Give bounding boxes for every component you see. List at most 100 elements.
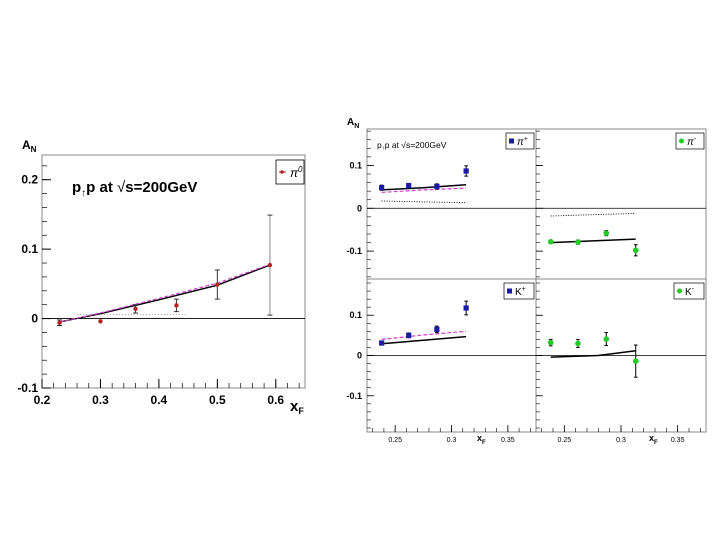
panel-pi-minus: π-: [536, 130, 706, 278]
left-y-tick-label: 0.1: [21, 242, 38, 256]
left-data-point: [267, 262, 273, 268]
left-data-point: [174, 303, 179, 308]
panel-legend-marker: [679, 138, 684, 144]
left-title-sqrt: √: [117, 179, 126, 196]
left-data-point: [133, 306, 138, 312]
left-curve-dashed: [59, 263, 271, 323]
left-legend-symbol: π: [290, 166, 299, 180]
panel-data-point: [575, 239, 581, 245]
panel-legend-marker: [507, 288, 512, 294]
right-x-axis-label-left: xF: [477, 433, 486, 446]
panel-x-tick-label: 0.35: [501, 437, 515, 444]
panel-data-point: [463, 305, 469, 311]
panel-data-point: [632, 358, 639, 364]
panel-curve-dotted: [381, 200, 467, 204]
right-x-label-sub-left: F: [482, 440, 486, 446]
left-legend-label: π0: [290, 165, 303, 180]
panel-curve-dotted: [550, 212, 636, 217]
panel-data-point: [379, 185, 385, 191]
left-legend-marker: [280, 170, 284, 174]
panel-data-point: [547, 339, 554, 346]
left-x-axis-label: xF: [290, 398, 304, 416]
right-header: p↑p at √s=200GeV: [377, 140, 447, 152]
left-chart-title: p↑p at √s=200GeV: [72, 179, 197, 199]
left-y-label-sub: N: [31, 145, 37, 154]
left-y-label-main: A: [22, 138, 31, 152]
panel-data-point: [406, 182, 412, 189]
panel-data-point: [434, 326, 440, 332]
right-header-energy: s=200GeV: [406, 140, 447, 150]
left-title-p: p: [72, 179, 81, 196]
left-chart: -0.1 0 0.1 0.2 0.2 0.3 0.4 0.5 0.6 AN p↑p at √s=…: [17, 138, 306, 416]
left-y-tick-label: 0.2: [21, 173, 38, 187]
left-y-tick-label: -0.1: [17, 381, 38, 395]
left-chart-frame: [41, 154, 306, 389]
panel-curve-dashed: [381, 330, 467, 340]
left-x-label-main: x: [290, 398, 299, 415]
left-legend-sup: 0: [298, 165, 303, 174]
panel-data-point: [434, 183, 440, 190]
panel-x-tick-label: 0.3: [616, 437, 626, 444]
panel-data-point: [603, 336, 610, 342]
left-curves: [59, 263, 271, 323]
panel-legend-box: [503, 282, 535, 300]
right-header-arrow: ↑: [382, 146, 385, 152]
panel-legend-box: [673, 282, 705, 300]
panel-x-tick-label: 0.3: [447, 437, 457, 444]
panel-legend-charge: -: [692, 286, 695, 293]
right-panels: -0.100.1π+ π--0.100.10.25 0.3 0.35K+0.25 0.3…: [346, 128, 707, 444]
right-x-label-main-left: x: [477, 433, 482, 443]
panel-legend-charge: +: [524, 136, 528, 143]
left-legend: π0: [275, 159, 305, 185]
panel-legend-label: π-: [687, 136, 697, 148]
panel-data-point: [379, 340, 385, 346]
right-x-axis-label-right: xF: [649, 433, 658, 446]
right-header-rest: p at: [385, 140, 402, 150]
left-x-tick-label: 0.2: [34, 393, 51, 407]
left-x-tick-label: 0.4: [151, 393, 168, 407]
right-y-label-main: A: [347, 117, 354, 128]
panel-y-tick-label: 0.1: [349, 160, 362, 170]
panel-legend-marker: [677, 288, 682, 294]
panel-data-point: [603, 230, 610, 236]
panel-legend-box: [675, 132, 705, 150]
left-curve-solid: [59, 264, 271, 323]
left-x-label-sub: F: [298, 406, 304, 416]
left-data-point: [57, 320, 62, 325]
right-y-label-sub: N: [354, 123, 359, 130]
left-data-point: [98, 319, 103, 324]
panel-legend-particle: π: [687, 137, 694, 148]
panel-legend-box: [505, 132, 535, 150]
panel-curve-solid: [550, 238, 636, 244]
left-data-points: [57, 214, 273, 327]
panel-k-minus: 0.25 0.3 0.35 K-: [536, 282, 706, 444]
panel-y-tick-label: -0.1: [346, 391, 362, 401]
left-title-rest: p at: [86, 179, 117, 196]
panel-legend-particle: K: [515, 287, 522, 298]
left-x-tick-label: 0.5: [209, 393, 226, 407]
panel-legend-charge: -: [694, 136, 697, 143]
panel-legend-particle: π: [517, 137, 524, 148]
left-data-point: [215, 282, 220, 287]
right-x-label-sub-right: F: [654, 440, 658, 446]
left-axes: -0.1 0 0.1 0.2 0.2 0.3 0.4 0.5 0.6: [17, 165, 305, 407]
panel-data-point: [406, 332, 412, 338]
panel-legend-particle: K: [685, 287, 692, 298]
panel-legend-label: π+: [517, 136, 528, 148]
panel-curve-solid: [381, 335, 467, 345]
right-header-p: p: [377, 140, 382, 150]
left-title-arrow: ↑: [81, 188, 86, 199]
panel-y-tick-label: 0.1: [349, 310, 362, 320]
panel-curve-solid: [381, 183, 467, 191]
panel-data-point: [463, 168, 469, 174]
panel-pi-plus: -0.1 0 0.1 π+: [346, 130, 536, 278]
panel-x-tick-label: 0.25: [558, 437, 572, 444]
panel-x-tick-label: 0.35: [671, 437, 685, 444]
right-x-label-main-right: x: [649, 433, 654, 443]
left-x-tick-label: 0.3: [92, 393, 109, 407]
left-x-tick-label: 0.6: [267, 393, 284, 407]
panel-data-point: [547, 238, 554, 245]
right-chart: AN -0.100.1π+ π--0.100.10.25 0.3 0.35K+0.25…: [346, 117, 707, 446]
right-y-axis-label: AN: [347, 117, 359, 130]
